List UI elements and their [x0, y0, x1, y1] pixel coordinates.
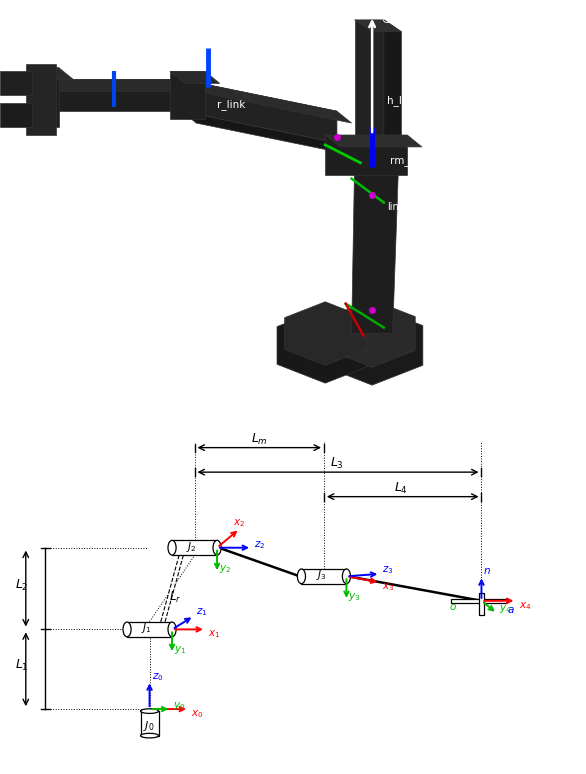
- Text: n: n: [483, 566, 490, 576]
- Text: $L_r$: $L_r$: [169, 590, 182, 605]
- Text: $z_2$: $z_2$: [254, 539, 265, 550]
- Polygon shape: [285, 302, 366, 365]
- Bar: [141, 711, 159, 735]
- Text: px100/u...: px100/u...: [287, 183, 333, 193]
- Ellipse shape: [123, 622, 131, 637]
- Text: $\mathcal{S}_3$: $\mathcal{S}_3$: [495, 123, 519, 145]
- Text: $\mathcal{S}_1$: $\mathcal{S}_1$: [381, 8, 404, 29]
- Polygon shape: [384, 20, 401, 175]
- Polygon shape: [26, 63, 56, 135]
- Text: $L_3$: $L_3$: [329, 456, 343, 471]
- Polygon shape: [182, 80, 352, 123]
- Text: $\mathit{px\_co}$: $\mathit{px\_co}$: [287, 204, 313, 214]
- Polygon shape: [329, 300, 415, 368]
- Polygon shape: [41, 80, 188, 111]
- Polygon shape: [29, 67, 59, 127]
- Polygon shape: [182, 111, 352, 155]
- Text: rm_link: rm_link: [390, 155, 428, 166]
- Text: $z_3$: $z_3$: [383, 564, 394, 577]
- Text: $y_1$: $y_1$: [173, 644, 186, 656]
- Ellipse shape: [168, 622, 176, 637]
- Polygon shape: [41, 80, 202, 91]
- Polygon shape: [29, 67, 73, 80]
- Bar: [301, 569, 346, 584]
- Text: $J_3$: $J_3$: [315, 568, 326, 582]
- Text: r_link: r_link: [217, 99, 245, 110]
- Ellipse shape: [342, 569, 350, 584]
- Text: o: o: [449, 602, 456, 611]
- Text: $z_0$: $z_0$: [152, 671, 163, 683]
- Polygon shape: [479, 593, 483, 615]
- Polygon shape: [355, 151, 407, 166]
- Text: $x_4$: $x_4$: [519, 600, 531, 611]
- Text: $L_m$: $L_m$: [251, 432, 268, 447]
- Text: $\mathcal{S}_2$: $\mathcal{S}_2$: [516, 258, 539, 279]
- Text: $x_0$: $x_0$: [191, 708, 204, 721]
- Polygon shape: [182, 80, 337, 143]
- Text: $J_1$: $J_1$: [141, 622, 152, 635]
- Bar: [127, 622, 172, 637]
- Text: $J_0$: $J_0$: [143, 719, 154, 733]
- Text: h_link: h_link: [387, 95, 417, 106]
- Ellipse shape: [297, 569, 305, 584]
- Text: $J_2$: $J_2$: [186, 539, 197, 553]
- Text: $\mathcal{S}_4$: $\mathcal{S}_4$: [243, 222, 267, 244]
- Bar: [172, 540, 217, 555]
- Text: $x_2$: $x_2$: [233, 518, 245, 529]
- Text: $z_1$: $z_1$: [196, 606, 207, 618]
- Text: $L_2$: $L_2$: [15, 577, 28, 593]
- Ellipse shape: [141, 733, 159, 738]
- Text: $y_4$: $y_4$: [499, 604, 512, 615]
- Polygon shape: [451, 599, 507, 603]
- Text: $L_4$: $L_4$: [394, 481, 408, 496]
- Polygon shape: [0, 71, 32, 95]
- Text: $y_2$: $y_2$: [219, 563, 231, 575]
- Text: $L_1$: $L_1$: [15, 658, 28, 673]
- Text: $y_3$: $y_3$: [347, 591, 360, 603]
- Ellipse shape: [213, 540, 221, 555]
- Polygon shape: [352, 166, 398, 334]
- Polygon shape: [161, 540, 183, 637]
- Polygon shape: [170, 71, 205, 119]
- Polygon shape: [170, 71, 220, 84]
- Text: link: link: [387, 203, 404, 212]
- Polygon shape: [355, 20, 401, 32]
- Polygon shape: [325, 135, 422, 147]
- Polygon shape: [321, 306, 423, 385]
- Text: a: a: [508, 605, 515, 615]
- Text: $x_1$: $x_1$: [208, 628, 220, 640]
- Text: $x_3$: $x_3$: [383, 581, 395, 593]
- Ellipse shape: [168, 540, 176, 555]
- Polygon shape: [277, 308, 373, 383]
- Polygon shape: [0, 103, 32, 127]
- Polygon shape: [325, 135, 407, 175]
- Text: $y_0$: $y_0$: [173, 700, 186, 712]
- Polygon shape: [355, 20, 384, 159]
- Ellipse shape: [141, 709, 159, 714]
